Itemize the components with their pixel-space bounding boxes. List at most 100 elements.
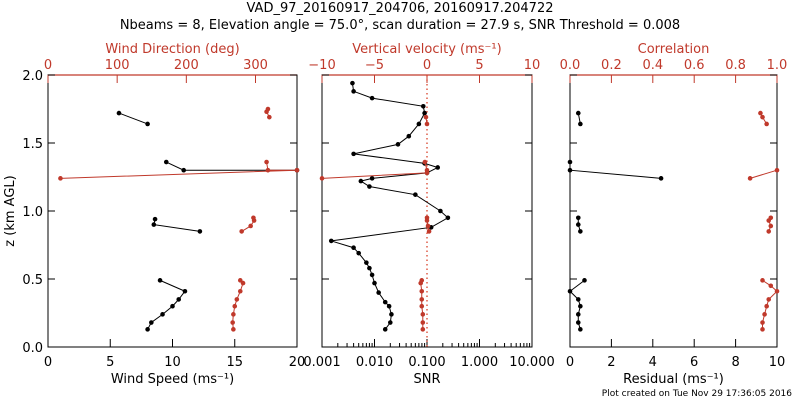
- x2-axis-title: Correlation: [638, 42, 710, 57]
- bottom-axis-data-point: [575, 222, 581, 227]
- top-axis-data-point: [764, 303, 769, 309]
- bottom-axis-data-point: [157, 278, 163, 283]
- plot-created-footer: Plot created on Tue Nov 29 17:36:05 2016: [601, 389, 792, 399]
- top-tick-label: 0: [423, 58, 431, 73]
- bottom-tick-label: 0: [566, 355, 574, 370]
- panel-residual: 0 2 4 6 8 10 0.0 0.2 0.4 0.6 0.8 1.0 Residual (ms⁻¹)…: [560, 42, 788, 387]
- top-axis-data-point: [760, 114, 765, 120]
- bottom-axis-data-point: [364, 260, 369, 265]
- top-axis-data-point: [265, 167, 271, 173]
- x2-axis-title: Vertical velocity (ms⁻¹): [352, 42, 501, 57]
- x-axis-title: Wind Speed (ms⁻¹): [111, 372, 234, 387]
- bottom-axis-data-point: [575, 215, 581, 221]
- bottom-axis-series-line: [331, 83, 449, 330]
- bottom-axis-data-point: [358, 178, 364, 184]
- bottom-axis-data-point: [395, 142, 401, 147]
- bottom-axis-data-point: [116, 110, 122, 116]
- bottom-axis-data-point: [152, 216, 158, 222]
- bottom-axis-series-line: [153, 219, 200, 232]
- top-axis-data-point: [231, 327, 236, 332]
- bottom-axis-data-point: [351, 151, 356, 157]
- top-axis-data-point: [774, 167, 780, 173]
- top-axis-data-point: [425, 223, 431, 229]
- top-axis-data-point: [762, 312, 767, 317]
- bottom-axis-data-point: [582, 278, 587, 283]
- top-axis-data-point: [419, 297, 425, 302]
- bottom-axis-data-point: [445, 215, 451, 221]
- bottom-tick-label: 4: [649, 355, 657, 370]
- bottom-axis-data-point: [578, 229, 583, 234]
- top-axis-data-point: [319, 176, 325, 181]
- top-axis-data-point: [237, 288, 243, 294]
- top-axis-data-point: [760, 327, 765, 332]
- bottom-axis-data-point: [151, 222, 157, 227]
- top-axis-data-point: [424, 121, 430, 127]
- bottom-axis-data-point: [567, 167, 573, 173]
- bottom-axis-series-line: [118, 112, 148, 125]
- bottom-axis-data-point: [578, 327, 583, 332]
- top-axis-data-point: [232, 303, 238, 309]
- bottom-axis-data-point: [181, 167, 187, 173]
- y-tick-label: 0.5: [22, 273, 43, 288]
- bottom-axis-data-point: [578, 121, 583, 127]
- bottom-tick-label: 8: [731, 355, 739, 370]
- top-axis-data-point: [424, 215, 430, 221]
- bottom-axis-data-point: [575, 297, 581, 302]
- top-axis-data-point: [422, 159, 428, 165]
- bottom-axis-data-point: [376, 290, 381, 295]
- top-tick-label: 0.8: [725, 58, 746, 73]
- bottom-axis-data-point: [350, 80, 355, 86]
- bottom-axis-data-point: [567, 159, 573, 165]
- figure-subtitle: Nbeams = 8, Elevation angle = 75.0°, sca…: [119, 18, 681, 33]
- bottom-axis-data-point: [382, 299, 388, 305]
- bottom-axis-data-point: [386, 303, 392, 309]
- bottom-axis-data-point: [328, 238, 334, 244]
- y-tick-label: 1.5: [22, 137, 43, 152]
- bottom-axis-data-point: [367, 184, 372, 189]
- top-axis-data-point: [58, 176, 63, 181]
- bottom-axis-data-point: [389, 312, 394, 317]
- bottom-axis-data-point: [413, 192, 418, 197]
- top-axis-data-point: [264, 159, 269, 165]
- y-tick-label: 2.0: [22, 69, 43, 84]
- y-tick-label: 1.0: [22, 205, 43, 220]
- bottom-axis-data-point: [416, 121, 422, 127]
- top-axis-data-point: [423, 114, 429, 120]
- bottom-axis-data-point: [420, 103, 426, 109]
- top-axis-data-point: [265, 106, 271, 112]
- top-tick-label: 10: [524, 58, 541, 73]
- bottom-axis-data-point: [575, 312, 581, 317]
- top-tick-label: 5: [475, 58, 483, 73]
- bottom-axis-data-point: [567, 288, 573, 294]
- bottom-tick-label: 0.010: [356, 355, 393, 370]
- bottom-tick-label: 0.100: [408, 355, 445, 370]
- top-tick-label: −5: [365, 58, 384, 73]
- top-axis-data-point: [420, 327, 426, 332]
- figure-title: VAD_97_20160917_204706, 20160917.204722: [246, 1, 554, 16]
- top-axis-data-point: [231, 312, 236, 317]
- top-tick-label: 100: [105, 58, 130, 73]
- top-axis-data-point: [766, 229, 772, 234]
- top-axis-data-point: [424, 167, 430, 173]
- bottom-tick-label: 1.000: [461, 355, 498, 370]
- top-axis-data-point: [758, 110, 763, 116]
- bottom-axis-data-point: [351, 245, 356, 251]
- bottom-axis-data-point: [406, 133, 412, 139]
- bottom-axis-data-point: [356, 250, 361, 256]
- bottom-tick-label: 6: [690, 355, 698, 370]
- y-axis-title: z (km AGL): [3, 175, 18, 246]
- bottom-axis-data-point: [149, 320, 154, 325]
- top-axis-data-point: [768, 223, 774, 229]
- bottom-axis-data-point: [145, 121, 150, 127]
- bottom-axis-series-line: [166, 161, 297, 171]
- bottom-tick-label: 0: [44, 355, 52, 370]
- bottom-tick-label: 10: [164, 355, 181, 370]
- x2-axis-title: Wind Direction (deg): [105, 42, 239, 57]
- top-axis-data-point: [768, 283, 774, 289]
- bottom-axis-data-point: [438, 208, 443, 214]
- top-tick-label: 0.4: [642, 58, 663, 73]
- bottom-axis-data-point: [658, 176, 664, 181]
- bottom-axis-data-point: [369, 272, 375, 278]
